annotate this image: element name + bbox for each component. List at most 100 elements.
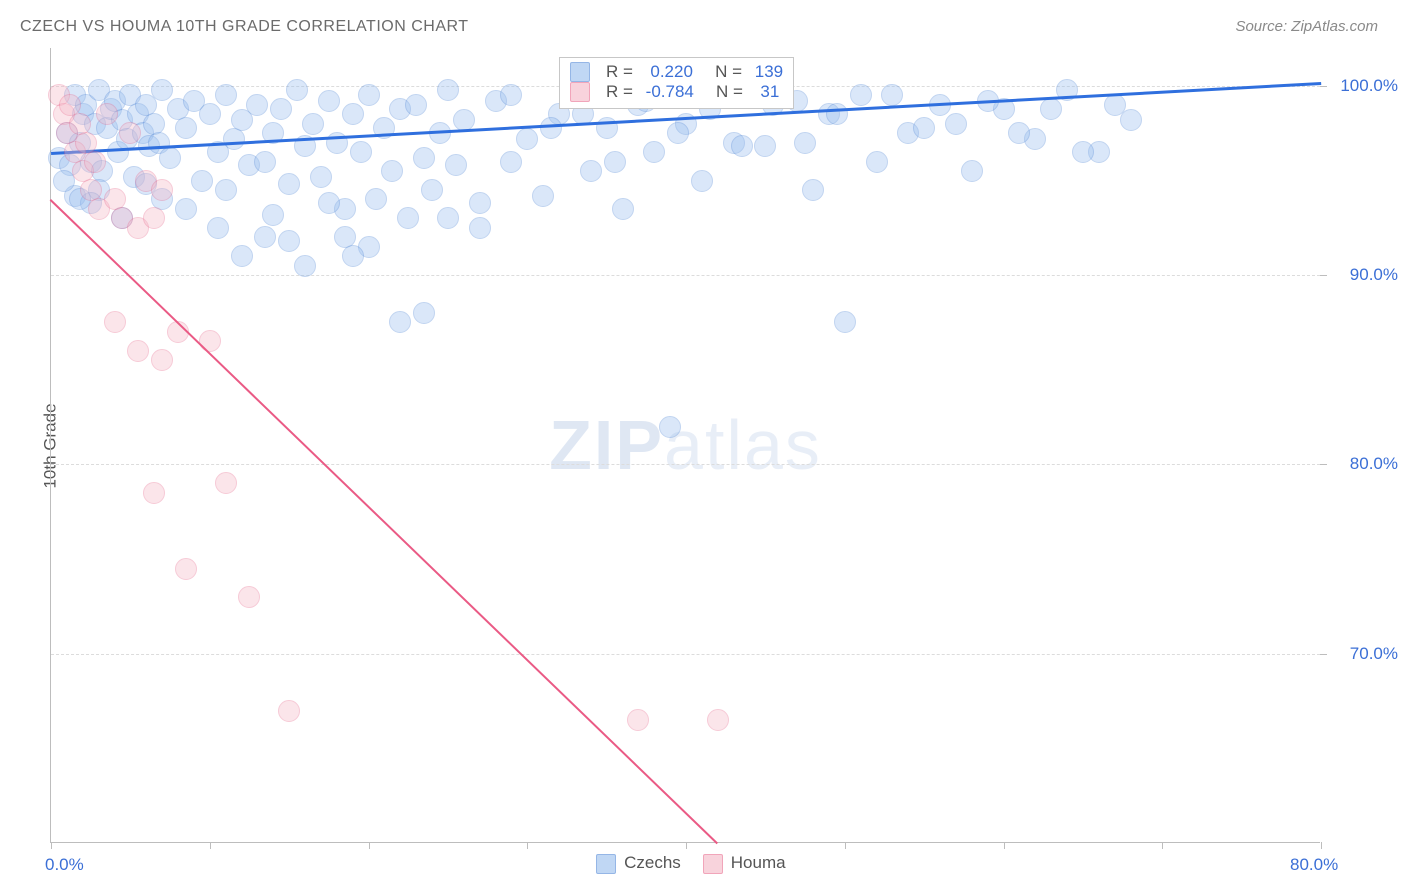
scatter-point	[278, 230, 300, 252]
legend-swatch	[596, 854, 616, 874]
scatter-point	[945, 113, 967, 135]
scatter-point	[381, 160, 403, 182]
scatter-point	[500, 84, 522, 106]
x-tick	[1004, 842, 1005, 849]
scatter-point	[881, 84, 903, 106]
legend-swatch	[570, 62, 590, 82]
y-tick-label: 90.0%	[1328, 265, 1398, 285]
legend-text: R =	[606, 62, 638, 82]
chart-title: CZECH VS HOUMA 10TH GRADE CORRELATION CH…	[20, 18, 469, 36]
scatter-point	[516, 128, 538, 150]
scatter-point	[1040, 98, 1062, 120]
scatter-point	[175, 198, 197, 220]
legend-stats-row: R = 0.220 N = 139	[570, 62, 783, 82]
scatter-point	[802, 179, 824, 201]
scatter-point	[389, 311, 411, 333]
scatter-point	[231, 245, 253, 267]
scatter-point	[405, 94, 427, 116]
scatter-point	[754, 135, 776, 157]
y-tick-label: 80.0%	[1328, 454, 1398, 474]
scatter-point	[84, 151, 106, 173]
scatter-point	[151, 349, 173, 371]
legend-stats-row: R = -0.784 N = 31	[570, 82, 783, 102]
watermark-light: atlas	[664, 406, 822, 484]
scatter-point	[731, 135, 753, 157]
scatter-point	[223, 128, 245, 150]
scatter-point	[294, 255, 316, 277]
scatter-point	[270, 98, 292, 120]
scatter-point	[127, 340, 149, 362]
scatter-point	[191, 170, 213, 192]
scatter-point	[254, 226, 276, 248]
x-tick	[686, 842, 687, 849]
trend-line	[50, 199, 718, 844]
scatter-point	[175, 117, 197, 139]
scatter-point	[413, 147, 435, 169]
x-tick	[1321, 842, 1322, 849]
scatter-point	[866, 151, 888, 173]
scatter-point	[397, 207, 419, 229]
scatter-point	[246, 94, 268, 116]
x-tick	[51, 842, 52, 849]
scatter-point	[286, 79, 308, 101]
scatter-point	[850, 84, 872, 106]
scatter-point	[207, 217, 229, 239]
watermark: ZIPatlas	[549, 405, 822, 485]
legend-item: Czechs	[596, 853, 681, 874]
x-tick	[369, 842, 370, 849]
scatter-point	[1120, 109, 1142, 131]
y-tick	[1320, 86, 1327, 87]
scatter-point	[500, 151, 522, 173]
legend-stats-box: R = 0.220 N = 139R = -0.784 N = 31	[559, 57, 794, 109]
scatter-point	[342, 103, 364, 125]
scatter-point	[437, 79, 459, 101]
scatter-point	[580, 160, 602, 182]
scatter-point	[1008, 122, 1030, 144]
legend-n-value: 139	[755, 62, 783, 82]
scatter-point	[96, 103, 118, 125]
scatter-point	[104, 311, 126, 333]
scatter-point	[119, 122, 141, 144]
scatter-point	[199, 103, 221, 125]
legend-r-value: 0.220	[646, 62, 693, 82]
scatter-point	[826, 103, 848, 125]
scatter-point	[278, 173, 300, 195]
scatter-point	[254, 151, 276, 173]
y-tick-label: 100.0%	[1328, 76, 1398, 96]
scatter-point	[469, 192, 491, 214]
y-tick	[1320, 275, 1327, 276]
scatter-point	[238, 586, 260, 608]
scatter-point	[627, 709, 649, 731]
legend-item: Houma	[703, 853, 786, 874]
legend-swatch	[570, 82, 590, 102]
scatter-point	[612, 198, 634, 220]
scatter-point	[469, 217, 491, 239]
scatter-point	[707, 709, 729, 731]
plot-area: ZIPatlas 70.0%80.0%90.0%100.0%R = 0.220 …	[50, 48, 1320, 843]
scatter-point	[143, 482, 165, 504]
scatter-point	[302, 113, 324, 135]
legend-text: R =	[606, 82, 638, 102]
scatter-point	[143, 207, 165, 229]
scatter-point	[262, 204, 284, 226]
scatter-point	[199, 330, 221, 352]
scatter-point	[834, 311, 856, 333]
x-axis-max-label: 80.0%	[1290, 855, 1338, 875]
scatter-point	[445, 154, 467, 176]
scatter-point	[1072, 141, 1094, 163]
scatter-point	[659, 416, 681, 438]
scatter-point	[318, 192, 340, 214]
scatter-point	[643, 141, 665, 163]
scatter-point	[215, 84, 237, 106]
scatter-point	[151, 79, 173, 101]
y-tick	[1320, 464, 1327, 465]
scatter-point	[794, 132, 816, 154]
scatter-point	[350, 141, 372, 163]
scatter-point	[913, 117, 935, 139]
legend-swatch	[703, 854, 723, 874]
scatter-point	[604, 151, 626, 173]
scatter-point	[453, 109, 475, 131]
watermark-bold: ZIP	[549, 406, 664, 484]
scatter-point	[667, 122, 689, 144]
scatter-point	[532, 185, 554, 207]
